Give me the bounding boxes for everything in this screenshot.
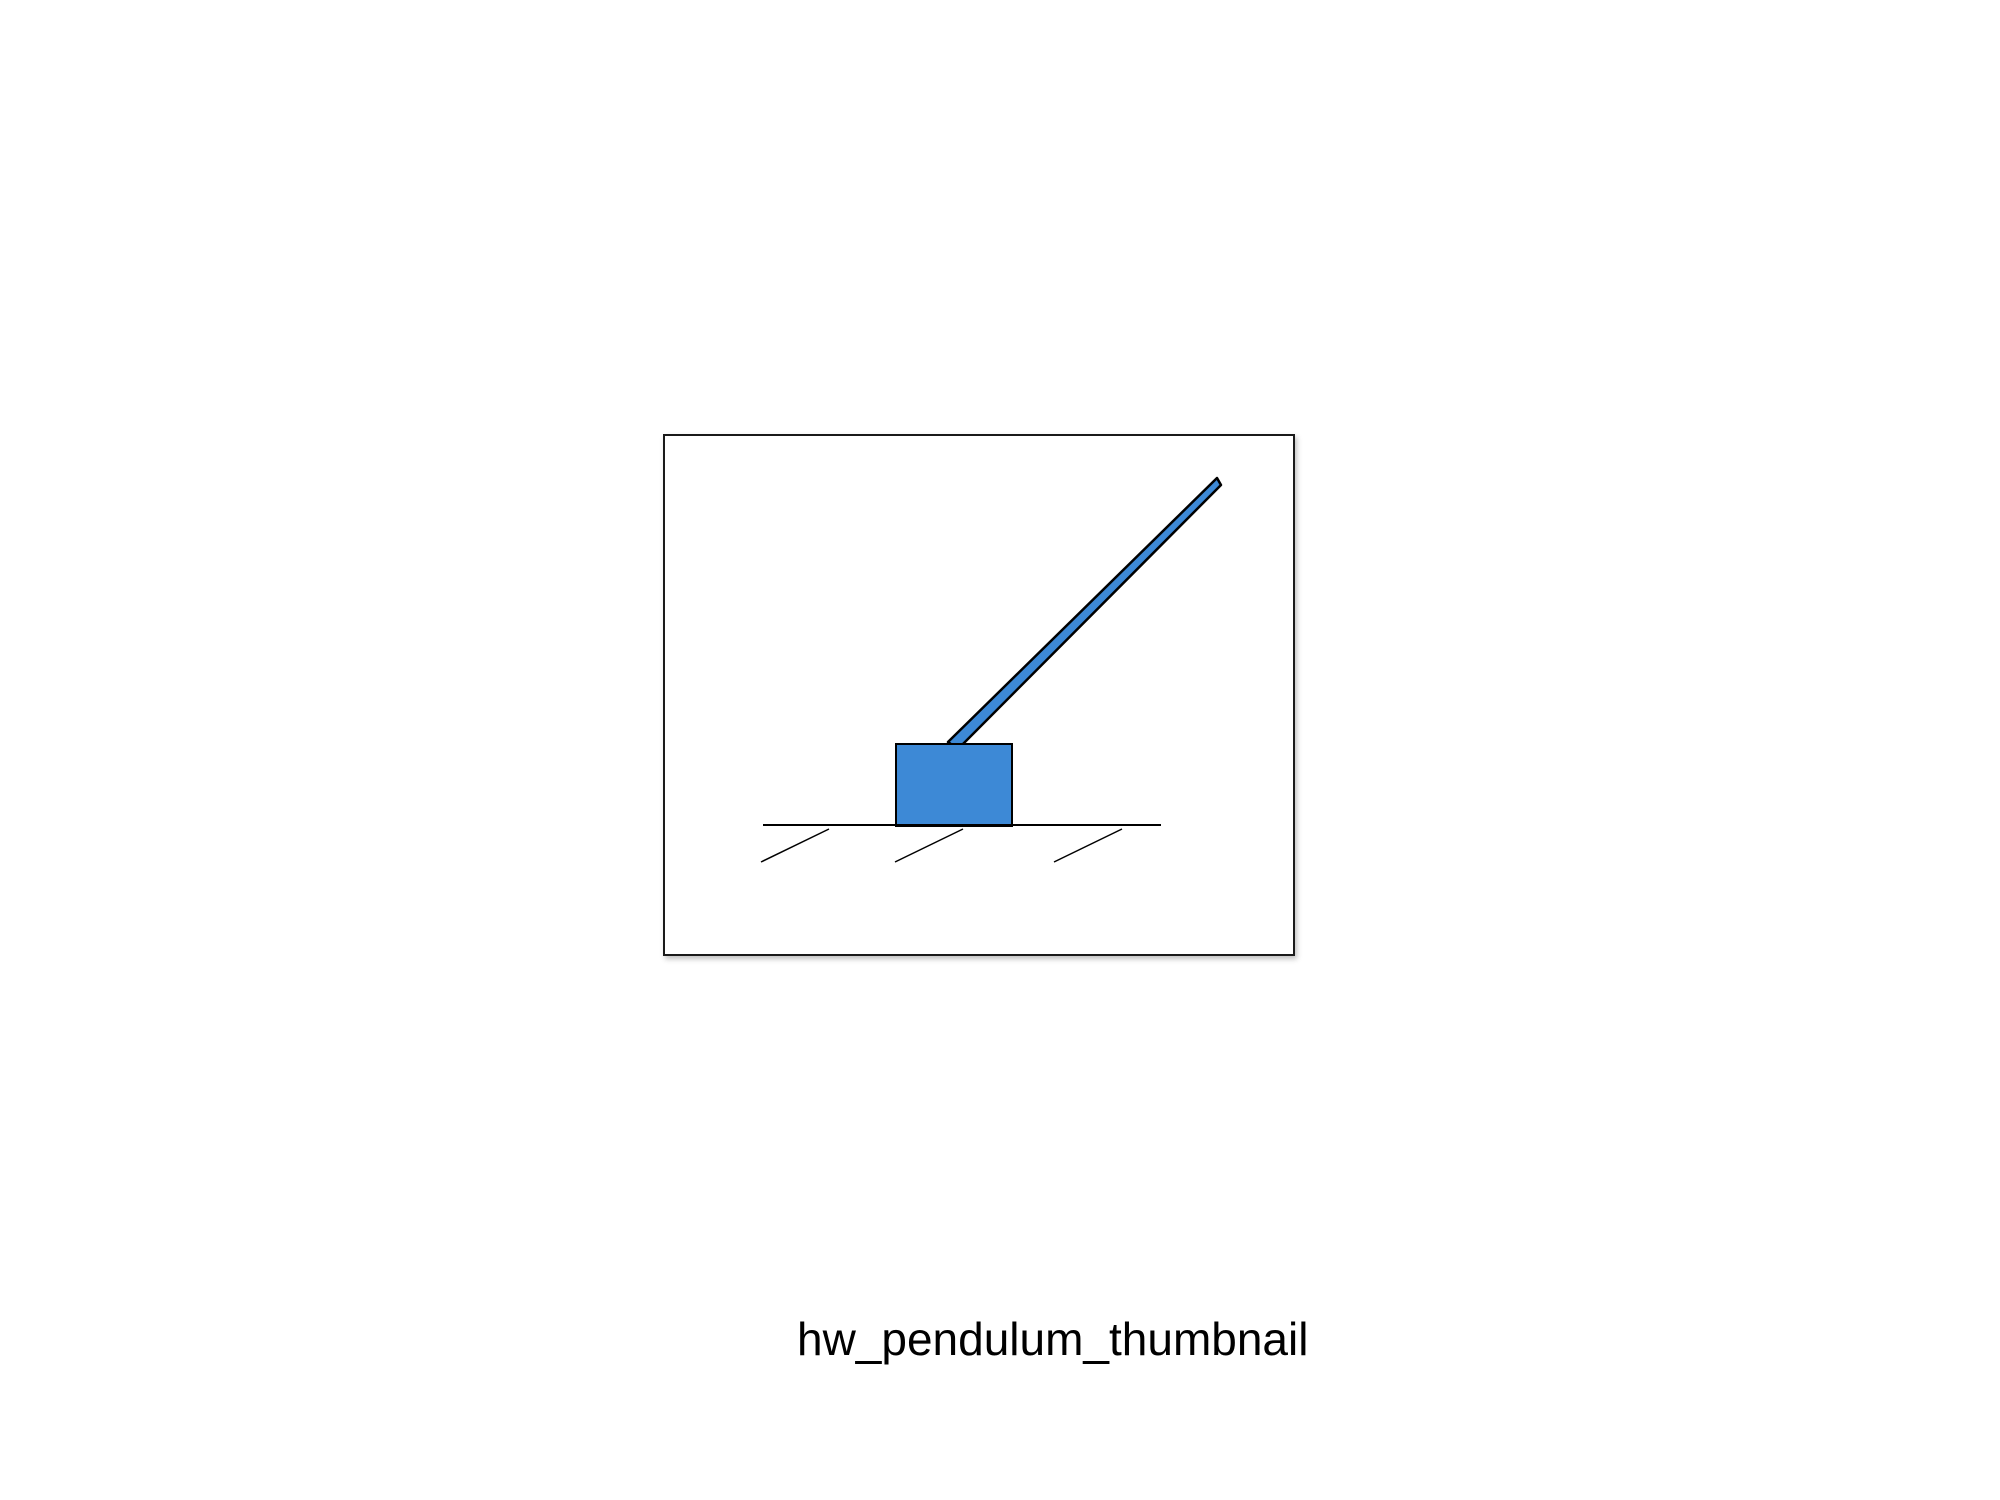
ground-hatch [760, 828, 830, 863]
caption: hw_pendulum_thumbnail [797, 1313, 1309, 1365]
pendulum-rod [946, 476, 1223, 751]
pendulum-diagram [760, 476, 1223, 863]
ground-hatch [894, 828, 964, 863]
cart [895, 743, 1013, 827]
ground-hatch [1053, 828, 1123, 863]
diagram-frame [663, 434, 1295, 956]
